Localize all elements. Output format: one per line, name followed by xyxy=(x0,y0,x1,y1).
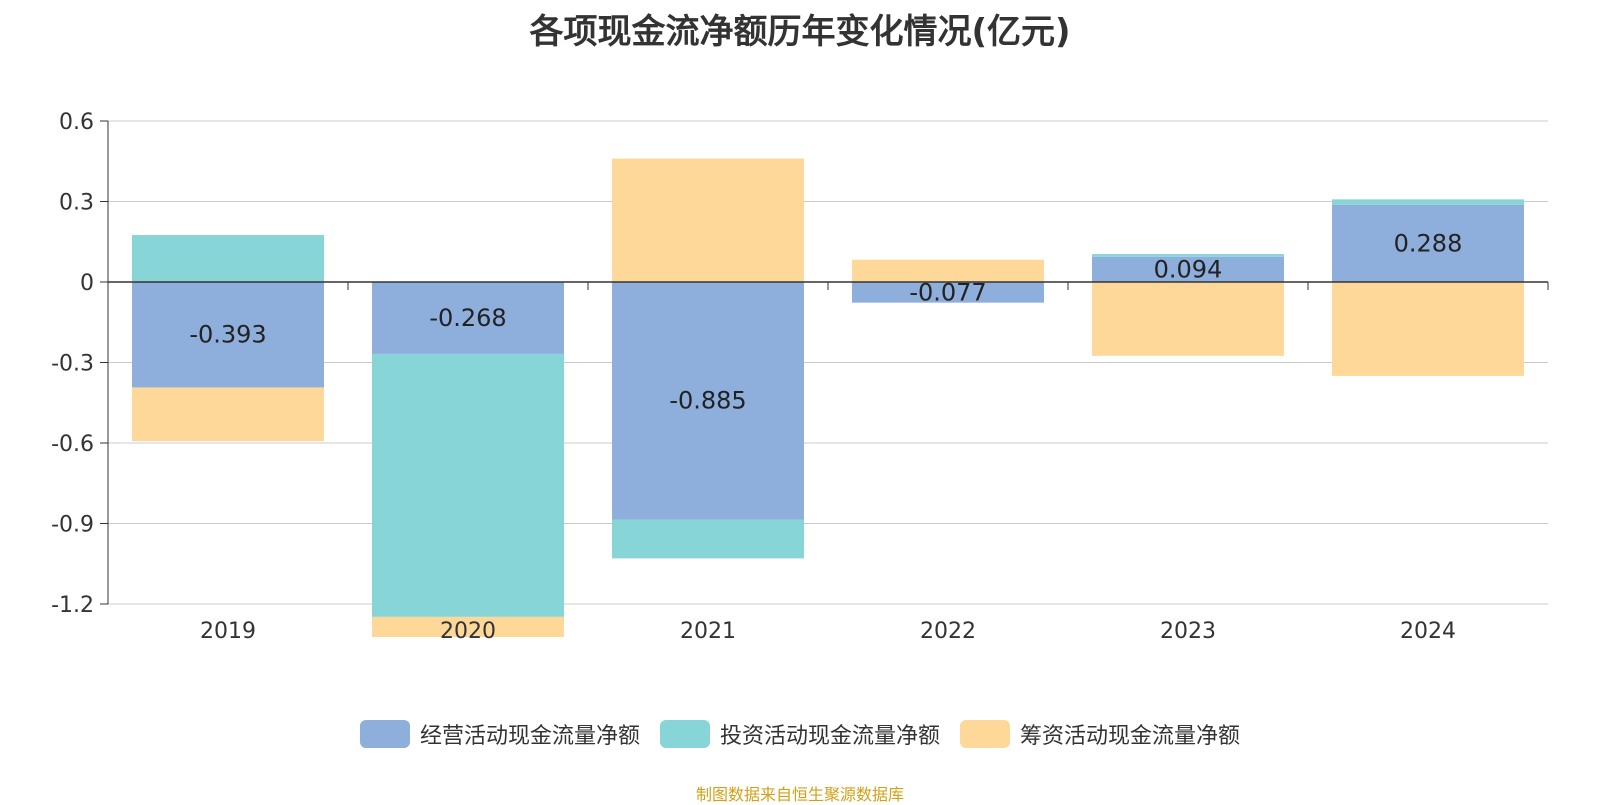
bar-3-2021 xyxy=(612,158,804,282)
bar-1-2019 xyxy=(132,282,324,388)
bar-1-2022 xyxy=(852,282,1044,303)
legend-swatch xyxy=(960,720,1010,748)
bar-3-2022 xyxy=(852,259,1044,282)
bar-3-2024 xyxy=(1332,282,1524,376)
x-tick-label: 2020 xyxy=(440,619,496,644)
data-labels: -0.393 -0.268 -0.885 -0.077 0.094 0.288 xyxy=(189,229,1462,414)
bar-1-2024 xyxy=(1332,204,1524,282)
x-tick-label: 2023 xyxy=(1160,619,1216,644)
bar-3-2020 xyxy=(372,616,564,638)
y-tick-label: -0.3 xyxy=(51,352,94,377)
data-label: -0.077 xyxy=(909,278,986,306)
y-tick-label: -1.2 xyxy=(51,593,94,618)
x-tick-label: 2019 xyxy=(200,619,256,644)
chart-title: 各项现金流净额历年变化情况(亿元) xyxy=(529,12,1071,52)
x-tick-label: 2021 xyxy=(680,619,736,644)
axes: 0.6 0.3 0 -0.3 -0.6 -0.9 -1.2 2019 2020 2021 2022 2… xyxy=(51,110,1549,644)
y-tick-label: -0.6 xyxy=(51,432,94,457)
data-label: -0.885 xyxy=(669,387,746,415)
y-tick-label: 0.6 xyxy=(59,110,94,135)
bar-2-2019 xyxy=(132,235,324,282)
bar-3-2019 xyxy=(132,387,324,442)
bar-2-2021 xyxy=(612,519,804,559)
data-label: -0.393 xyxy=(189,321,266,349)
legend-item-3[interactable]: 筹资活动现金流量净额 xyxy=(960,718,1240,750)
bars xyxy=(132,158,1524,638)
grid-lines xyxy=(108,120,1548,605)
x-tick-label: 2022 xyxy=(920,619,976,644)
stacked-bar-chart: 0.6 0.3 0 -0.3 -0.6 -0.9 -1.2 2019 2020 2021 2022 2… xyxy=(51,110,1549,644)
bar-2-2020 xyxy=(372,353,564,617)
data-label: -0.268 xyxy=(429,304,506,332)
y-tick-label: 0 xyxy=(80,271,94,296)
y-tick-label: -0.9 xyxy=(51,513,94,538)
legend-label: 经营活动现金流量净额 xyxy=(419,724,640,749)
source-note: 制图数据来自恒生聚源数据库 xyxy=(695,785,904,804)
legend-item-1[interactable]: 经营活动现金流量净额 xyxy=(359,718,640,750)
bar-2-2023 xyxy=(1092,254,1284,257)
bar-1-2023 xyxy=(1092,256,1284,282)
legend-label: 投资活动现金流量净额 xyxy=(719,724,940,749)
legend-swatch xyxy=(359,720,410,748)
legend: 经营活动现金流量净额 投资活动现金流量净额 筹资活动现金流量净额 xyxy=(0,718,1600,750)
legend-item-2[interactable]: 投资活动现金流量净额 xyxy=(659,718,940,750)
bar-2-2024 xyxy=(1332,199,1524,205)
bar-1-2020 xyxy=(372,282,564,354)
legend-swatch xyxy=(659,720,710,748)
bar-1-2021 xyxy=(612,282,804,520)
bar-3-2023 xyxy=(1092,282,1284,356)
legend-label: 筹资活动现金流量净额 xyxy=(1020,724,1241,749)
data-label: 0.288 xyxy=(1394,229,1463,257)
x-tick-label: 2024 xyxy=(1400,619,1456,644)
y-tick-label: 0.3 xyxy=(59,191,94,216)
data-label: 0.094 xyxy=(1154,255,1223,283)
